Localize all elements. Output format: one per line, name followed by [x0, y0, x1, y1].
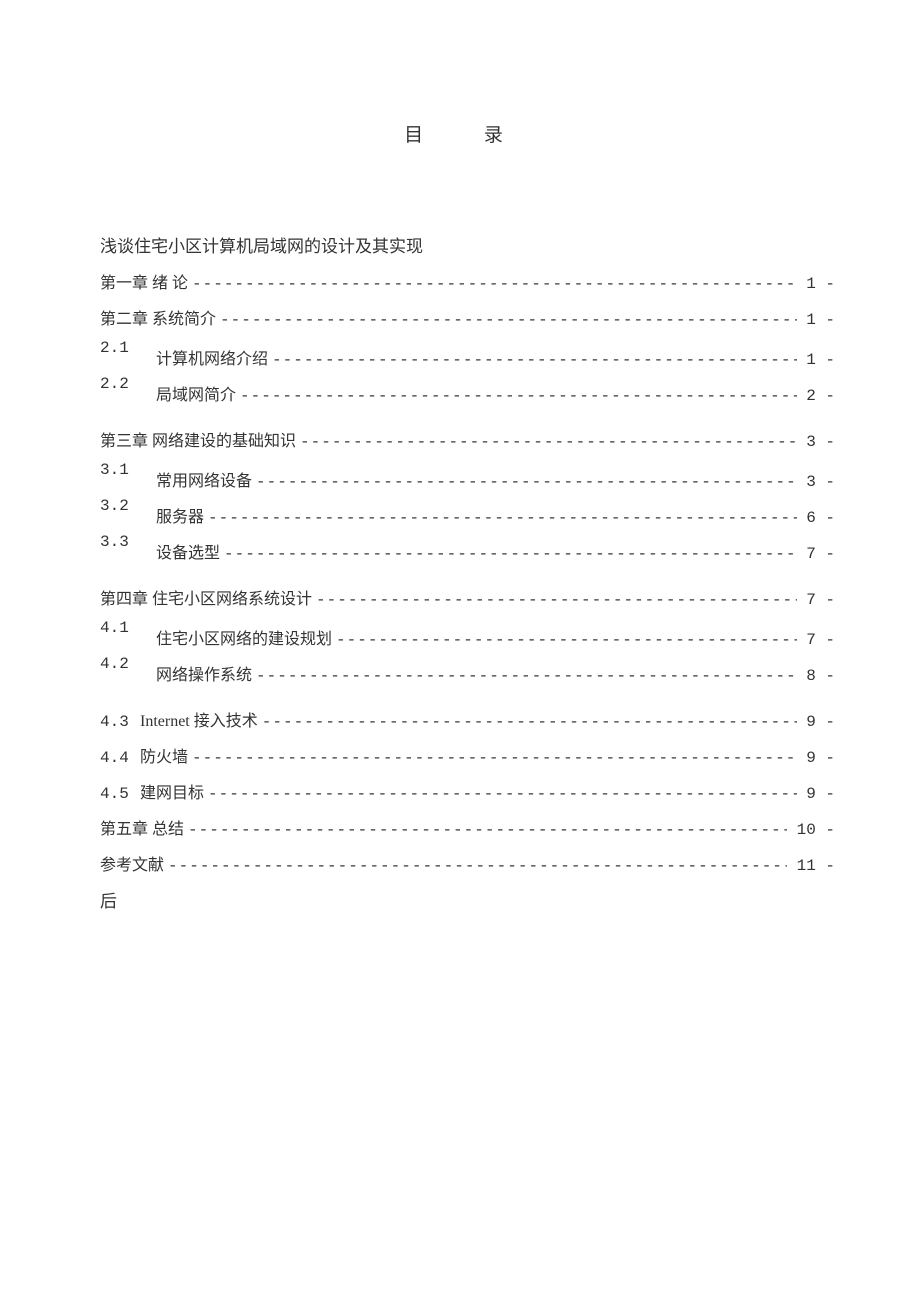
trailing-text: 后 [100, 887, 835, 912]
toc-entry-label: 第四章 住宅小区网络系统设计 [100, 585, 312, 609]
toc-entry-page: 1 - [797, 351, 835, 369]
toc-entry-number: 4.1 [100, 619, 140, 637]
toc-entry-page: 7 - [797, 631, 835, 649]
toc-entry-page: 1 - [797, 275, 835, 293]
toc-leader-dashes: ----------------------------------------… [188, 749, 797, 767]
toc-entry-label: 防火墙 [140, 743, 188, 767]
toc-entry: 2.2局域网简介--------------------------------… [100, 381, 835, 405]
toc-leader-dashes: ----------------------------------------… [268, 351, 797, 369]
toc-entry: 第一章 绪 论---------------------------------… [100, 269, 835, 293]
toc-entry: 4.5建网目标---------------------------------… [100, 779, 835, 803]
spacer [100, 697, 835, 707]
toc-leader-dashes: ----------------------------------------… [312, 591, 797, 609]
toc-entry-label: 建网目标 [140, 779, 204, 803]
toc-leader-dashes: ----------------------------------------… [258, 713, 797, 731]
toc-entry-page: 3 - [797, 433, 835, 451]
toc-entry-page: 6 - [797, 509, 835, 527]
toc-entry-page: 8 - [797, 667, 835, 685]
toc-entry: 3.3设备选型---------------------------------… [100, 539, 835, 563]
toc-leader-dashes: ----------------------------------------… [184, 821, 787, 839]
toc-heading: 目 录 [100, 120, 835, 147]
toc-leader-dashes: ----------------------------------------… [188, 275, 797, 293]
toc-leader-dashes: ----------------------------------------… [164, 857, 787, 875]
toc-entry-number: 3.3 [100, 533, 140, 551]
toc-entry: 4.4防火墙----------------------------------… [100, 743, 835, 767]
toc-leader-dashes: ----------------------------------------… [252, 667, 797, 685]
toc-leader-dashes: ----------------------------------------… [236, 387, 797, 405]
toc-entry: 第五章 总结----------------------------------… [100, 815, 835, 839]
toc-entry-page: 9 - [797, 713, 835, 731]
toc-entry-page: 7 - [797, 545, 835, 563]
toc-leader-dashes: ----------------------------------------… [296, 433, 797, 451]
toc-entry-page: 9 - [797, 785, 835, 803]
toc-entry-label: 常用网络设备 [156, 467, 252, 491]
toc-entry: 3.2服务器----------------------------------… [100, 503, 835, 527]
toc-entry-label: 设备选型 [156, 539, 220, 563]
toc-entry-page: 9 - [797, 749, 835, 767]
toc-entry-label: 计算机网络介绍 [156, 345, 268, 369]
toc-entry-number: 4.4 [100, 749, 140, 767]
toc-entry-label: 服务器 [156, 503, 204, 527]
toc-entry-number: 2.1 [100, 339, 140, 357]
toc-entry: 4.1住宅小区网络的建设规划--------------------------… [100, 625, 835, 649]
toc-entry-page: 11 - [787, 857, 835, 875]
toc-list: 第一章 绪 论---------------------------------… [100, 269, 835, 875]
toc-entry: 3.1常用网络设备-------------------------------… [100, 467, 835, 491]
toc-entry-label: 参考文献 [100, 851, 164, 875]
toc-entry-page: 1 - [797, 311, 835, 329]
toc-entry-page: 2 - [797, 387, 835, 405]
toc-entry: 参考文献------------------------------------… [100, 851, 835, 875]
toc-leader-dashes: ----------------------------------------… [252, 473, 797, 491]
toc-entry: 4.3Internet 接入技术------------------------… [100, 707, 835, 731]
toc-entry-label: 住宅小区网络的建设规划 [156, 625, 332, 649]
toc-entry-label: Internet 接入技术 [140, 707, 258, 731]
toc-leader-dashes: ----------------------------------------… [204, 509, 797, 527]
toc-entry-label: 第五章 总结 [100, 815, 184, 839]
spacer [100, 417, 835, 427]
toc-entry: 4.2网络操作系统-------------------------------… [100, 661, 835, 685]
toc-entry-label: 第三章 网络建设的基础知识 [100, 427, 296, 451]
toc-entry-number: 3.2 [100, 497, 140, 515]
toc-entry-label: 第一章 绪 论 [100, 269, 188, 293]
toc-entry-page: 3 - [797, 473, 835, 491]
toc-entry: 第三章 网络建设的基础知识---------------------------… [100, 427, 835, 451]
toc-entry: 第四章 住宅小区网络系统设计--------------------------… [100, 585, 835, 609]
toc-leader-dashes: ----------------------------------------… [216, 311, 797, 329]
toc-entry-number: 4.2 [100, 655, 140, 673]
toc-leader-dashes: ----------------------------------------… [332, 631, 797, 649]
toc-leader-dashes: ----------------------------------------… [204, 785, 797, 803]
toc-entry-label: 第二章 系统简介 [100, 305, 216, 329]
toc-entry-number: 4.3 [100, 713, 140, 731]
toc-entry-label: 网络操作系统 [156, 661, 252, 685]
toc-entry: 第二章 系统简介--------------------------------… [100, 305, 835, 329]
document-title: 浅谈住宅小区计算机局域网的设计及其实现 [100, 232, 835, 257]
toc-entry-number: 4.5 [100, 785, 140, 803]
toc-entry-number: 2.2 [100, 375, 140, 393]
toc-entry-label: 局域网简介 [156, 381, 236, 405]
spacer [100, 575, 835, 585]
toc-entry-number: 3.1 [100, 461, 140, 479]
toc-leader-dashes: ----------------------------------------… [220, 545, 797, 563]
toc-entry-page: 7 - [797, 591, 835, 609]
toc-entry: 2.1计算机网络介绍------------------------------… [100, 345, 835, 369]
toc-entry-page: 10 - [787, 821, 835, 839]
